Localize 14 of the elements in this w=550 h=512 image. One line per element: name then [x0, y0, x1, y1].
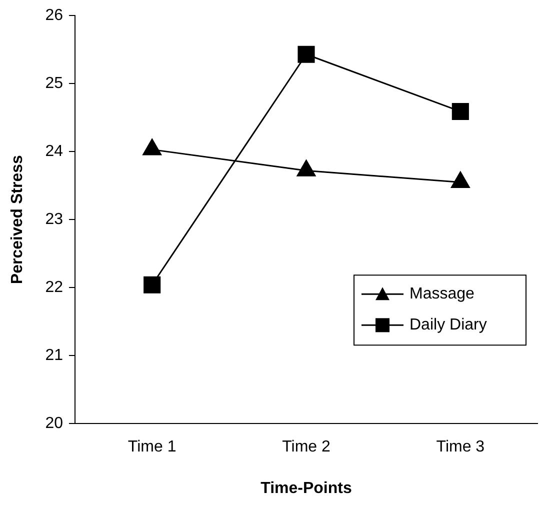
x-tick-label: Time 2	[282, 438, 330, 456]
y-tick-label: 26	[45, 7, 64, 24]
x-tick-label: Time 1	[128, 438, 176, 456]
y-tick-label: 23	[45, 211, 64, 228]
x-axis-title: Time-Points	[260, 480, 352, 497]
y-axis-title: Perceived Stress	[9, 155, 26, 284]
y-tick-label: 25	[45, 75, 64, 92]
y-tick-label: 22	[45, 279, 64, 296]
x-tick-label: Time 3	[436, 438, 485, 456]
y-tick-label: 21	[45, 347, 64, 364]
y-tick-label: 20	[45, 415, 64, 432]
legend-label: Daily Diary	[410, 316, 487, 334]
legend-label: Massage	[410, 286, 475, 303]
y-tick-label: 24	[45, 143, 64, 160]
